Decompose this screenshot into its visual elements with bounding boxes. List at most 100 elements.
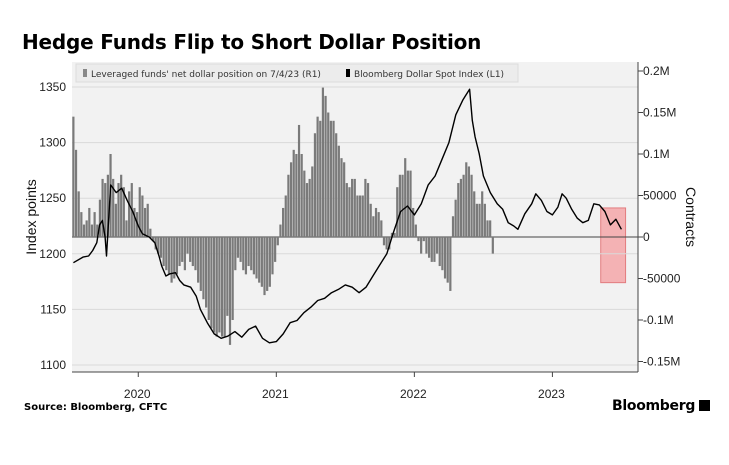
bar <box>366 183 370 237</box>
left-tick-label: 1250 <box>39 191 66 205</box>
bar <box>420 237 423 254</box>
bar <box>327 112 330 237</box>
bar <box>220 237 224 337</box>
right-tick-label: 0.2M <box>643 64 670 78</box>
bar-series <box>72 87 494 345</box>
bar <box>308 178 311 237</box>
bar <box>85 220 88 237</box>
bar <box>345 183 348 237</box>
bar <box>138 187 141 237</box>
bar <box>128 191 131 237</box>
bar <box>446 237 449 283</box>
bar <box>151 237 155 242</box>
brand-mark-icon <box>699 400 711 411</box>
bar <box>382 237 386 246</box>
bar <box>313 133 317 237</box>
bar <box>414 224 417 237</box>
bar <box>356 195 359 237</box>
bar <box>353 178 356 237</box>
bar <box>462 174 465 237</box>
right-tick-label: 50000 <box>643 189 677 203</box>
bar <box>271 237 274 275</box>
bar <box>422 237 425 242</box>
bar <box>98 199 102 237</box>
line-series <box>73 88 623 344</box>
bar <box>343 162 346 237</box>
bar <box>475 203 478 237</box>
bar <box>316 116 319 237</box>
bar <box>228 237 232 345</box>
bar <box>88 207 91 237</box>
left-tick-label: 1350 <box>39 80 66 94</box>
x-tick-label: 2020 <box>124 387 151 401</box>
bar <box>465 162 468 237</box>
bar <box>226 237 229 316</box>
bar <box>239 237 242 262</box>
bar <box>335 133 338 237</box>
bar <box>149 228 152 237</box>
bar <box>146 203 149 237</box>
bar <box>207 237 210 320</box>
bar <box>247 237 250 267</box>
bar <box>90 224 94 237</box>
legend-background <box>75 63 519 83</box>
bar <box>114 203 117 237</box>
bar <box>385 237 388 250</box>
bar <box>404 158 407 237</box>
left-tick-label: 1300 <box>39 136 66 150</box>
bar <box>297 124 301 237</box>
brand-logo: Bloomberg <box>612 398 711 414</box>
chart-title: Hedge Funds Flip to Short Dollar Positio… <box>22 30 482 54</box>
bar <box>77 191 80 237</box>
right-tick-label: 0 <box>643 230 650 244</box>
bar <box>292 149 295 237</box>
bar <box>186 237 189 254</box>
right-tick-label: -50000 <box>643 272 681 286</box>
bar <box>486 220 489 237</box>
bar <box>417 237 420 242</box>
bar <box>348 187 351 237</box>
bar <box>451 216 455 237</box>
bar <box>218 237 221 333</box>
bar <box>260 237 263 287</box>
bar <box>467 166 471 237</box>
bar <box>483 203 486 237</box>
bar <box>112 178 115 237</box>
bar <box>351 178 354 237</box>
bar <box>255 237 258 279</box>
bar <box>191 237 194 267</box>
bar <box>364 178 367 237</box>
bar <box>215 237 218 337</box>
bar <box>104 183 107 237</box>
bar <box>93 212 96 237</box>
bar <box>459 178 463 237</box>
bar <box>478 203 481 237</box>
bar <box>258 237 261 283</box>
bar <box>406 170 409 237</box>
bar <box>170 237 173 283</box>
bar <box>234 237 237 271</box>
bar <box>435 237 439 254</box>
bar <box>194 237 197 271</box>
bar <box>377 212 380 237</box>
bar <box>199 237 202 291</box>
bar <box>141 195 144 237</box>
brand-name: Bloomberg <box>612 398 696 414</box>
right-tick-label: -0.15M <box>643 355 680 369</box>
bar <box>284 195 287 237</box>
bar <box>268 237 271 287</box>
bar <box>101 178 104 237</box>
bar <box>489 220 492 237</box>
bar <box>210 237 213 329</box>
bar <box>125 220 128 237</box>
bar <box>321 87 325 237</box>
bar <box>441 237 444 271</box>
bar <box>311 166 314 237</box>
bar <box>82 224 86 237</box>
bar <box>197 237 200 283</box>
legend-label-line: Bloomberg Dollar Spot Index (L1) <box>354 70 504 80</box>
bar <box>212 237 216 333</box>
bar <box>300 154 303 237</box>
left-tick-label: 1100 <box>40 358 66 372</box>
bar <box>181 237 184 262</box>
